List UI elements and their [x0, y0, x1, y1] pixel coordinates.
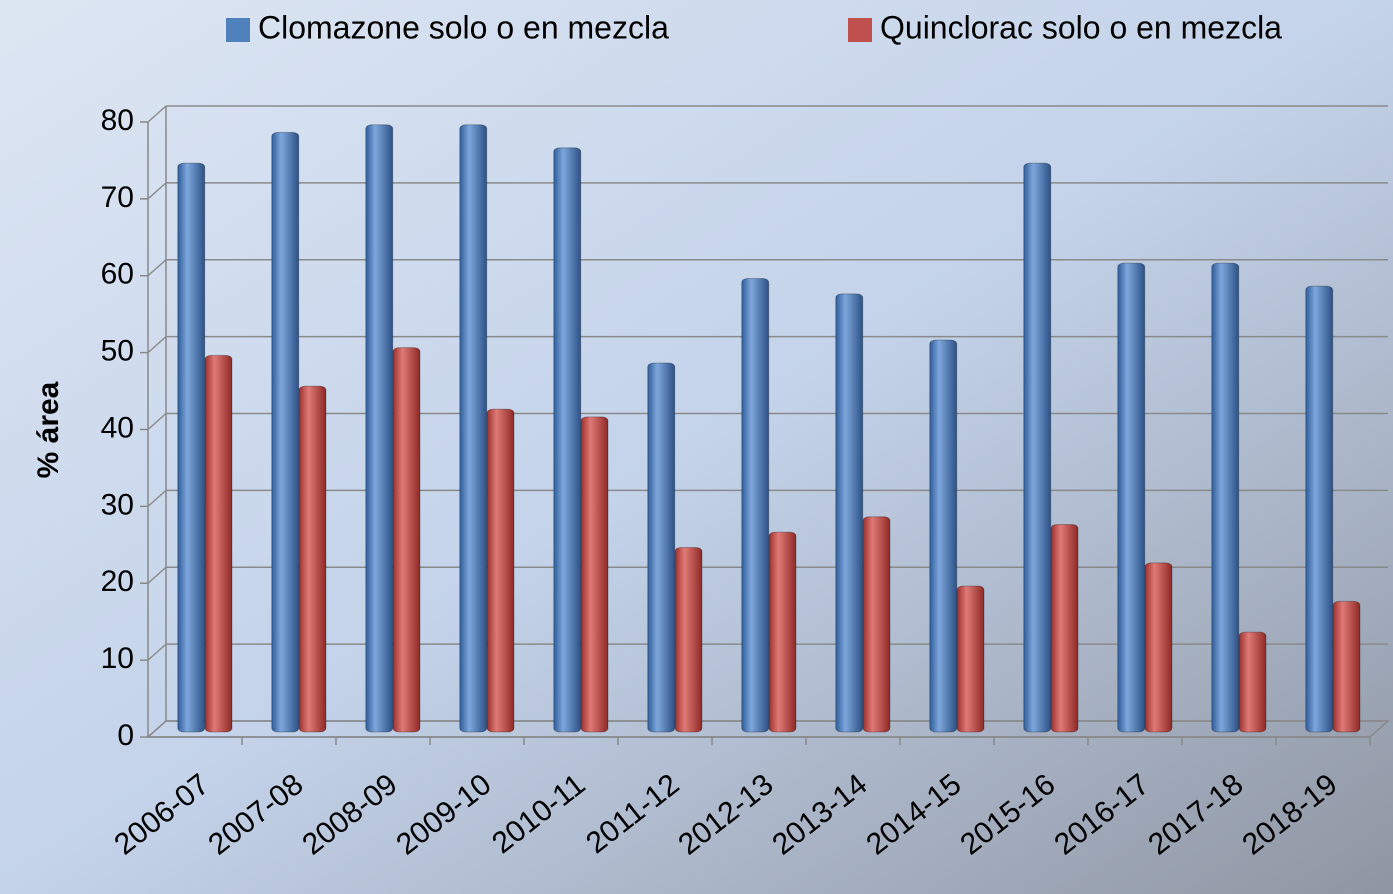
bar	[1023, 162, 1052, 733]
bar	[929, 339, 958, 733]
bar	[177, 162, 206, 733]
bar	[674, 547, 703, 733]
y-tick-label: 30	[101, 488, 134, 521]
bar	[459, 124, 488, 733]
y-tick-label: 50	[101, 335, 134, 368]
bar	[1305, 285, 1334, 733]
legend-swatch	[848, 18, 872, 42]
grid-line	[147, 259, 167, 277]
grid-line	[147, 489, 167, 507]
bar	[1238, 631, 1267, 733]
bar	[271, 131, 300, 733]
bar	[768, 531, 797, 733]
y-tick-label: 80	[101, 104, 134, 137]
y-axis-label: % área	[32, 381, 65, 478]
grid-line	[147, 720, 167, 738]
bar	[486, 408, 515, 733]
bar	[365, 124, 394, 733]
bar	[835, 293, 864, 733]
grid-line	[147, 105, 167, 123]
legend-label: Clomazone solo o en mezcla	[258, 9, 669, 45]
y-tick-label: 0	[117, 719, 134, 752]
bar	[1117, 262, 1146, 733]
grid-line	[147, 336, 167, 354]
bar	[1332, 600, 1361, 733]
y-tick-label: 70	[101, 181, 134, 214]
bar	[647, 362, 676, 733]
bar	[204, 354, 233, 733]
y-tick-label: 40	[101, 411, 134, 444]
bar	[956, 585, 985, 733]
legend-swatch	[226, 18, 250, 42]
bar	[580, 416, 609, 733]
y-tick-label: 60	[101, 258, 134, 291]
bar	[298, 385, 327, 733]
legend-label: Quinclorac solo o en mezcla	[880, 9, 1282, 45]
bar	[553, 147, 582, 733]
bar	[1050, 523, 1079, 733]
bar	[1211, 262, 1240, 733]
bar	[741, 277, 770, 733]
grid-line	[147, 412, 167, 431]
grid-line	[147, 643, 167, 661]
grid-line	[147, 566, 167, 584]
y-tick-label: 10	[101, 642, 134, 675]
grid-line	[147, 182, 167, 200]
bar	[392, 347, 421, 733]
y-tick-label: 20	[101, 565, 134, 598]
bar	[1144, 562, 1173, 733]
bar	[862, 516, 891, 733]
